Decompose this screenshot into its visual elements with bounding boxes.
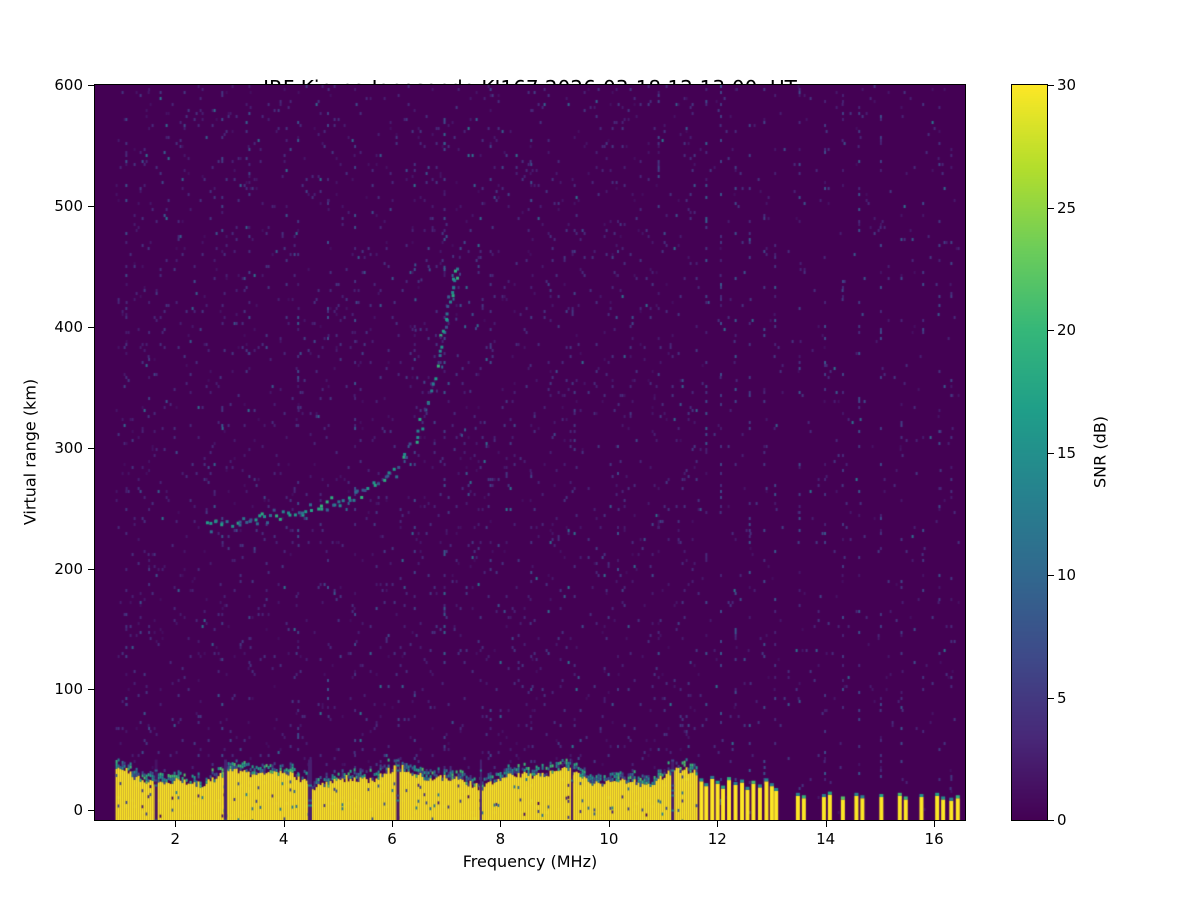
y-tick-mark [88,568,94,570]
x-tick-mark [608,821,610,827]
colorbar-tick-mark [1048,207,1054,209]
plot-area [94,84,966,821]
x-tick-label: 4 [278,830,289,848]
x-axis-label: Frequency (MHz) [462,852,598,871]
x-tick-label: 12 [707,830,727,848]
y-tick-mark [88,205,94,207]
colorbar-tick-mark [1048,452,1054,454]
x-tick-label: 2 [170,830,180,848]
y-tick-mark [88,85,94,86]
x-tick-mark [283,821,285,827]
colorbar [1011,84,1048,821]
x-tick-label: 14 [816,830,836,848]
x-tick-mark [825,821,827,827]
x-tick-label: 8 [495,830,506,848]
colorbar-tick-label: 10 [1057,566,1077,584]
y-axis-label: Virtual range (km) [20,378,40,526]
colorbar-tick-label: 15 [1057,443,1077,462]
ionogram-canvas [95,85,965,820]
x-tick-label: 16 [924,830,944,848]
colorbar-tick-label: 0 [1057,811,1067,829]
y-tick-label: 600 [54,76,83,94]
x-tick-label: 10 [599,830,619,848]
y-tick-mark [88,689,94,691]
x-tick-mark [500,821,502,827]
y-tick-mark [88,447,94,449]
y-tick-label: 300 [54,438,83,457]
x-tick-mark [934,821,936,827]
y-tick-mark [88,326,94,328]
colorbar-tick-label: 25 [1057,198,1077,217]
x-tick-mark [175,821,177,827]
colorbar-tick-mark [1048,575,1054,576]
y-tick-label: 500 [54,196,83,215]
colorbar-tick-mark [1048,85,1054,86]
y-tick-label: 400 [54,317,83,336]
colorbar-label: SNR (dB) [1090,416,1110,488]
x-tick-mark [392,821,394,827]
y-tick-label: 0 [73,801,83,820]
colorbar-tick-mark [1048,697,1054,699]
y-tick-label: 100 [54,680,83,699]
colorbar-tick-mark [1048,820,1054,821]
x-tick-mark [717,821,719,827]
y-tick-label: 200 [54,559,83,578]
colorbar-tick-label: 30 [1057,76,1077,94]
colorbar-canvas [1012,85,1047,820]
colorbar-tick-mark [1048,330,1054,331]
y-tick-mark [88,810,94,812]
colorbar-tick-label: 20 [1057,321,1077,339]
x-tick-label: 6 [387,830,397,848]
colorbar-tick-label: 5 [1057,688,1067,707]
